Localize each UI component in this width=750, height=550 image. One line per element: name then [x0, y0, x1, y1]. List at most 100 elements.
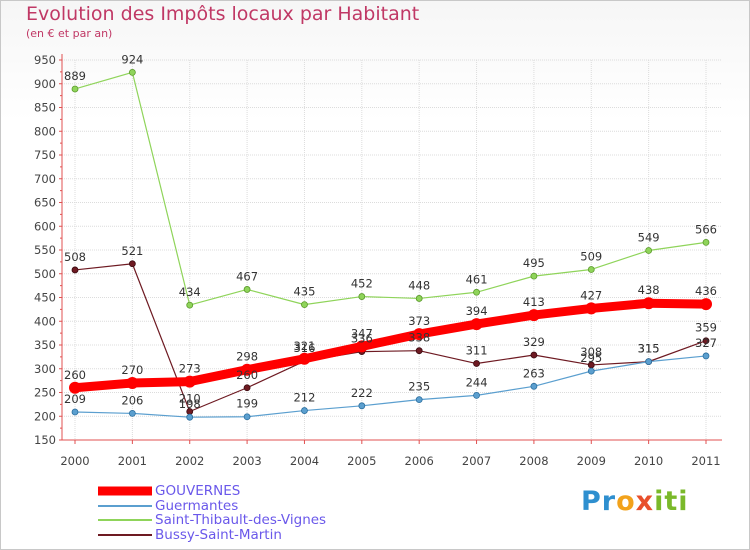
y-tick-label: 300 [34, 362, 56, 376]
data-point [415, 347, 423, 355]
x-tick-label: 2004 [290, 454, 319, 468]
data-label: 315 [638, 342, 660, 356]
data-label: 347 [351, 326, 373, 340]
series-guermantes [71, 352, 710, 421]
data-point [415, 396, 423, 404]
data-label: 244 [466, 375, 488, 389]
data-point [301, 301, 308, 309]
proxiti-logo: Proxiti [581, 486, 689, 517]
data-label: 336 [351, 332, 373, 346]
data-point [473, 288, 480, 296]
y-tick-label: 200 [34, 409, 56, 423]
data-label: 315 [638, 342, 660, 356]
y-tick-label: 500 [34, 267, 56, 281]
data-label: 434 [179, 285, 201, 299]
data-point [243, 413, 251, 421]
data-label: 212 [293, 391, 315, 405]
x-tick-label: 2003 [232, 454, 261, 468]
y-tick-label: 350 [34, 338, 56, 352]
data-label: 327 [695, 336, 717, 350]
data-label: 316 [293, 341, 315, 355]
data-label: 438 [638, 283, 660, 297]
data-point [128, 409, 136, 417]
legend-swatch-gouvernes [98, 486, 152, 496]
data-label: 889 [64, 69, 86, 83]
data-label: 427 [580, 288, 602, 302]
series-gouvernes [69, 297, 712, 394]
data-label: 566 [695, 222, 717, 236]
data-label: 298 [236, 350, 258, 364]
data-label: 924 [121, 52, 143, 66]
data-point [186, 301, 194, 309]
data-point [530, 382, 538, 390]
x-tick-label: 2007 [462, 454, 491, 468]
y-tick-label: 850 [34, 101, 56, 115]
y-tick-label: 450 [34, 291, 56, 305]
data-label: 549 [638, 230, 660, 244]
data-label: 321 [293, 339, 315, 353]
data-label: 373 [408, 314, 430, 328]
data-label: 311 [466, 344, 488, 358]
series-saint-thibault-des-vignes [71, 68, 710, 309]
grid-lines [62, 59, 722, 441]
data-point [645, 247, 653, 254]
y-tick-label: 650 [34, 196, 56, 210]
data-point [298, 352, 311, 365]
y-tick-label: 400 [34, 314, 56, 328]
data-point [71, 408, 79, 416]
legend-label-gouvernes: GOUVERNES [155, 483, 241, 499]
y-tick-label: 750 [34, 148, 56, 162]
data-label: 413 [523, 295, 545, 309]
data-point [126, 377, 139, 389]
logo-part: x [635, 486, 655, 517]
legend-label-guermantes: Guermantes [155, 497, 239, 514]
data-point [128, 260, 136, 268]
data-label: 521 [121, 244, 143, 258]
y-tick-label: 250 [34, 386, 56, 400]
x-tick-label: 2006 [405, 454, 434, 468]
data-point [71, 266, 79, 274]
data-label: 199 [236, 397, 258, 411]
legend-label-saint-thibault: Saint-Thibault-des-Vignes [155, 512, 327, 528]
series-layer [69, 68, 712, 421]
data-point [358, 293, 366, 300]
series-line [74, 263, 707, 413]
data-label: 295 [580, 351, 602, 365]
data-point [241, 363, 254, 376]
series-line [74, 71, 707, 306]
data-label: 495 [523, 256, 545, 270]
data-point [128, 68, 136, 76]
y-tick-label: 600 [34, 219, 56, 233]
data-label: 260 [236, 368, 258, 382]
data-point [702, 337, 710, 345]
y-tick-label: 150 [34, 433, 56, 447]
x-tick-label: 2008 [519, 454, 548, 468]
x-tick-label: 2002 [175, 454, 204, 468]
data-label: 359 [695, 321, 717, 335]
data-label: 508 [64, 250, 86, 264]
data-point [587, 367, 595, 375]
data-point [355, 340, 368, 353]
x-tick-label: 2001 [118, 454, 147, 468]
axes: 150 200 250 300 350 400 450 500 550 600 650 700 750 8… [34, 53, 722, 468]
data-point [415, 295, 423, 302]
x-tick-label: 2011 [691, 454, 720, 468]
data-label: 308 [580, 345, 602, 359]
data-point [243, 286, 251, 293]
x-tick-label: 2000 [60, 454, 89, 468]
y-tick-label: 800 [34, 124, 56, 138]
data-label: 260 [64, 368, 86, 382]
logo-part: o [616, 486, 636, 517]
legend-swatch-saint-thibault [98, 519, 152, 522]
legend-label-bussy: Bussy-Saint-Martin [155, 526, 282, 543]
series-line [70, 298, 711, 393]
data-label: 448 [408, 278, 430, 292]
data-point [473, 391, 480, 399]
data-label: 270 [121, 363, 143, 377]
y-tick-label: 950 [34, 53, 56, 67]
data-point [530, 272, 538, 280]
data-point [585, 302, 598, 315]
data-label: 329 [523, 335, 545, 349]
